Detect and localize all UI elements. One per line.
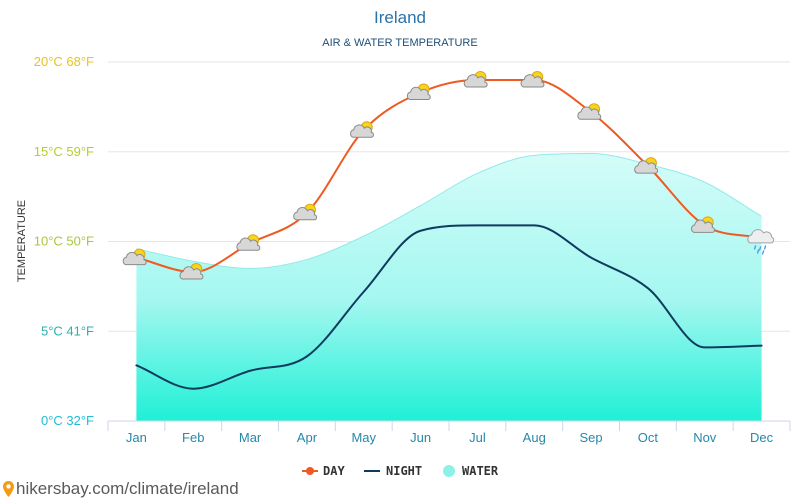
x-tick-label: Apr xyxy=(297,430,318,445)
partly-cloudy-icon xyxy=(691,216,715,233)
legend-item-day[interactable]: DAY xyxy=(302,464,345,478)
legend-water-dot-symbol xyxy=(443,465,455,477)
x-tick-label: Jan xyxy=(126,430,147,445)
x-tick-label: Nov xyxy=(693,430,717,445)
partly-cloudy-icon xyxy=(406,83,431,101)
partly-cloudy-icon xyxy=(350,121,374,138)
partly-cloudy-icon xyxy=(463,70,488,88)
legend: DAY NIGHT WATER xyxy=(302,464,499,478)
partly-cloudy-icon xyxy=(179,263,204,280)
x-tick-label: Oct xyxy=(638,430,659,445)
rain-icon xyxy=(747,229,775,255)
cloud-shape xyxy=(293,207,318,221)
y-tick-label: 15°C 59°F xyxy=(34,144,94,159)
cloud-shape xyxy=(350,124,374,138)
day-point-oct xyxy=(634,157,659,174)
y-tick-label: 0°C 32°F xyxy=(41,413,94,428)
raindrop xyxy=(758,246,762,251)
day-point-sep xyxy=(577,103,602,120)
cloud-shape xyxy=(634,160,659,174)
cloud-shape xyxy=(691,219,715,233)
cloud-shape xyxy=(236,237,261,251)
raindrop xyxy=(761,250,765,255)
legend-item-night[interactable]: NIGHT xyxy=(364,464,422,478)
day-point-nov xyxy=(691,216,715,233)
cloud-shape xyxy=(179,266,204,280)
plot-area xyxy=(135,78,763,422)
day-point-feb xyxy=(179,263,204,280)
x-tick-label: Feb xyxy=(182,430,204,445)
cloud-shape xyxy=(577,106,602,120)
partly-cloudy-icon xyxy=(634,157,659,174)
y-tick-label: 20°C 68°F xyxy=(34,54,94,69)
x-tick-label: Jun xyxy=(410,430,431,445)
cloud-shape xyxy=(463,74,488,88)
y-axis-title: TEMPERATURE xyxy=(16,200,28,282)
pin-hole xyxy=(6,484,11,489)
partly-cloudy-icon xyxy=(122,248,147,266)
day-point-aug xyxy=(520,70,545,88)
location-pin-icon xyxy=(3,481,14,497)
partly-cloudy-icon xyxy=(520,70,545,88)
legend-water-label: WATER xyxy=(462,464,499,478)
night-line xyxy=(135,224,763,390)
axes: 0°C 32°F 5°C 41°F 10°C 50°F 15°C 59°F 20°C 6… xyxy=(34,54,791,445)
legend-day-label: DAY xyxy=(323,464,345,478)
x-tick-label: Jul xyxy=(469,430,486,445)
x-tick-label: Dec xyxy=(750,430,774,445)
raindrop xyxy=(756,249,760,254)
x-tick-label: Aug xyxy=(523,430,546,445)
cloud-shape xyxy=(406,86,431,101)
x-tick-label: Sep xyxy=(580,430,603,445)
legend-night-label: NIGHT xyxy=(386,464,422,478)
day-markers xyxy=(122,70,775,280)
x-tick-label: Mar xyxy=(239,430,262,445)
day-point-jun xyxy=(406,83,431,101)
water-area xyxy=(136,153,762,422)
y-tick-label: 5°C 41°F xyxy=(41,323,94,338)
day-point-dec xyxy=(747,229,775,255)
chart-title: Ireland xyxy=(374,8,426,27)
footer-link[interactable]: hikersbay.com/climate/ireland xyxy=(3,479,239,499)
partly-cloudy-icon xyxy=(236,234,261,251)
x-tick-label: May xyxy=(351,430,376,445)
legend-item-water[interactable]: WATER xyxy=(443,464,499,478)
chart-subtitle: AIR & WATER TEMPERATURE xyxy=(322,37,477,49)
raindrop xyxy=(763,245,767,250)
footer-link-text: hikersbay.com/climate/ireland xyxy=(16,479,239,498)
day-point-may xyxy=(350,121,374,138)
raindrop xyxy=(753,245,757,250)
day-point-jul xyxy=(463,70,488,88)
day-point-jan xyxy=(122,248,147,266)
water-area-edge xyxy=(136,153,762,269)
partly-cloudy-icon xyxy=(577,103,602,120)
cloud-shape xyxy=(747,229,775,244)
y-tick-label: 10°C 50°F xyxy=(34,234,94,249)
temperature-chart: Ireland AIR & WATER TEMPERATURE TEMPERAT… xyxy=(16,8,791,478)
day-point-apr xyxy=(293,203,318,221)
cloud-shape xyxy=(122,251,147,266)
day-point-mar xyxy=(236,234,261,251)
cloud-shape xyxy=(520,74,545,88)
partly-cloudy-icon xyxy=(293,203,318,221)
legend-day-dot-symbol xyxy=(306,467,314,475)
pin-shape xyxy=(3,481,14,497)
